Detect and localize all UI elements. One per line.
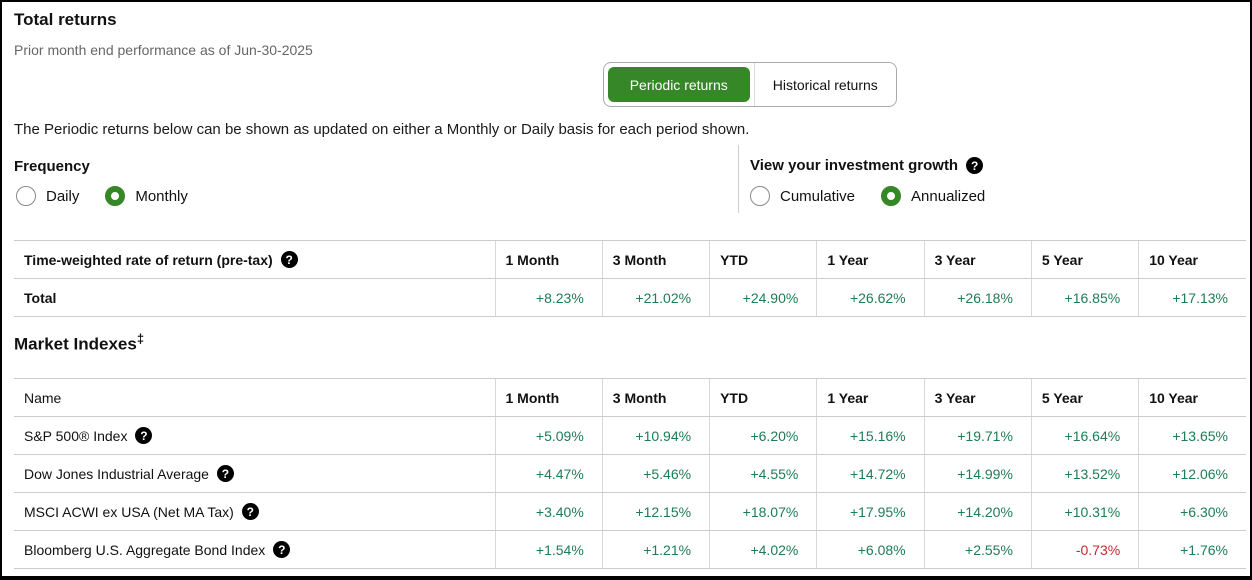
double-dagger-footnote: ‡ bbox=[136, 331, 145, 346]
row-label: S&P 500® Index ? bbox=[14, 416, 495, 455]
return-cell: +4.02% bbox=[709, 530, 817, 569]
col-header-5-year: 5 Year bbox=[1030, 378, 1139, 417]
investment-growth-label: View your investment growth ? bbox=[750, 157, 984, 174]
return-cell: +10.94% bbox=[601, 416, 710, 455]
radio-annualized[interactable]: Annualized bbox=[881, 186, 985, 206]
col-header-5-year: 5 Year bbox=[1030, 240, 1139, 279]
tab-historical-returns[interactable]: Historical returns bbox=[753, 63, 897, 106]
return-cell: +19.71% bbox=[923, 416, 1032, 455]
radio-cumulative[interactable]: Cumulative bbox=[750, 186, 855, 206]
return-cell: +13.65% bbox=[1138, 416, 1246, 455]
radio-unselected-icon bbox=[750, 186, 770, 206]
growth-options: Cumulative Annualized bbox=[750, 186, 985, 206]
table-row-bloomberg-agg: Bloomberg U.S. Aggregate Bond Index ? +1… bbox=[14, 530, 1246, 569]
as-of-date-subtitle: Prior month end performance as of Jun-30… bbox=[14, 42, 313, 58]
return-cell: +17.95% bbox=[816, 492, 925, 531]
table-header-row: Time-weighted rate of return (pre-tax) ?… bbox=[14, 240, 1246, 279]
col-header-1-month: 1 Month bbox=[494, 378, 603, 417]
col-header-3-year: 3 Year bbox=[923, 240, 1032, 279]
return-cell: +26.62% bbox=[816, 278, 925, 317]
help-icon[interactable]: ? bbox=[280, 251, 298, 268]
return-cell: +18.07% bbox=[709, 492, 817, 531]
frequency-label: Frequency bbox=[14, 158, 90, 175]
return-cell: +2.55% bbox=[923, 530, 1032, 569]
radio-unselected-icon bbox=[16, 186, 36, 206]
radio-selected-icon bbox=[881, 186, 902, 206]
return-cell: +14.99% bbox=[923, 454, 1032, 493]
return-cell: +14.20% bbox=[923, 492, 1032, 531]
help-icon[interactable]: ? bbox=[273, 541, 291, 558]
col-header-10-year: 10 Year bbox=[1138, 378, 1246, 417]
table-row-total: Total +8.23% +21.02% +24.90% +26.62% +26… bbox=[14, 278, 1246, 317]
return-cell: +26.18% bbox=[923, 278, 1032, 317]
return-cell: +4.47% bbox=[494, 454, 603, 493]
return-cell: +15.16% bbox=[816, 416, 925, 455]
help-icon[interactable]: ? bbox=[135, 427, 153, 444]
radio-daily[interactable]: Daily bbox=[16, 186, 79, 206]
col-header-3-month: 3 Month bbox=[601, 378, 710, 417]
return-cell: +1.54% bbox=[494, 530, 603, 569]
tab-periodic-returns[interactable]: Periodic returns bbox=[608, 67, 750, 102]
market-indexes-title: Market Indexes‡ bbox=[14, 331, 145, 354]
return-cell: +10.31% bbox=[1030, 492, 1139, 531]
col-header-1-year: 1 Year bbox=[816, 378, 925, 417]
col-header-3-month: 3 Month bbox=[601, 240, 710, 279]
frequency-options: Daily Monthly bbox=[16, 186, 188, 206]
return-cell: +5.46% bbox=[601, 454, 710, 493]
return-cell: +13.52% bbox=[1030, 454, 1139, 493]
return-cell: +14.72% bbox=[816, 454, 925, 493]
col-header-3-year: 3 Year bbox=[923, 378, 1032, 417]
col-header-ytd: YTD bbox=[709, 240, 817, 279]
table-header-row: Name 1 Month 3 Month YTD 1 Year 3 Year 5… bbox=[14, 378, 1246, 417]
name-column-header: Name bbox=[14, 378, 495, 417]
return-cell: +8.23% bbox=[494, 278, 603, 317]
periodic-returns-description: The Periodic returns below can be shown … bbox=[14, 121, 750, 138]
radio-monthly[interactable]: Monthly bbox=[105, 186, 188, 206]
return-cell: +1.76% bbox=[1138, 530, 1246, 569]
help-icon[interactable]: ? bbox=[241, 503, 259, 520]
return-cell: +6.30% bbox=[1138, 492, 1246, 531]
return-cell: +4.55% bbox=[709, 454, 817, 493]
row-label: Bloomberg U.S. Aggregate Bond Index ? bbox=[14, 530, 495, 569]
help-icon[interactable]: ? bbox=[216, 465, 234, 482]
return-cell: +6.20% bbox=[709, 416, 817, 455]
col-header-1-year: 1 Year bbox=[816, 240, 925, 279]
return-cell: +21.02% bbox=[601, 278, 710, 317]
return-cell: +6.08% bbox=[816, 530, 925, 569]
page-title: Total returns bbox=[14, 10, 117, 29]
radio-selected-icon bbox=[105, 186, 126, 206]
col-header-10-year: 10 Year bbox=[1138, 240, 1246, 279]
col-header-ytd: YTD bbox=[709, 378, 817, 417]
return-cell: +16.85% bbox=[1030, 278, 1139, 317]
market-indexes-table: Name 1 Month 3 Month YTD 1 Year 3 Year 5… bbox=[14, 378, 1246, 569]
return-cell: +1.21% bbox=[601, 530, 710, 569]
return-cell: +12.15% bbox=[601, 492, 710, 531]
table-row-sp500: S&P 500® Index ? +5.09% +10.94% +6.20% +… bbox=[14, 416, 1246, 455]
return-cell: +17.13% bbox=[1138, 278, 1246, 317]
col-header-1-month: 1 Month bbox=[494, 240, 603, 279]
time-weighted-returns-table: Time-weighted rate of return (pre-tax) ?… bbox=[14, 240, 1246, 317]
row-label: MSCI ACWI ex USA (Net MA Tax) ? bbox=[14, 492, 495, 531]
table-row-dow-jones: Dow Jones Industrial Average ? +4.47% +5… bbox=[14, 454, 1246, 493]
return-cell: +24.90% bbox=[709, 278, 817, 317]
row-label: Dow Jones Industrial Average ? bbox=[14, 454, 495, 493]
help-icon[interactable]: ? bbox=[966, 157, 984, 174]
row-label: Total bbox=[14, 278, 495, 317]
return-cell: +5.09% bbox=[494, 416, 603, 455]
vertical-divider bbox=[738, 145, 739, 213]
table-row-msci-acwi: MSCI ACWI ex USA (Net MA Tax) ? +3.40% +… bbox=[14, 492, 1246, 531]
returns-table-title: Time-weighted rate of return (pre-tax) ? bbox=[14, 240, 495, 279]
return-cell: -0.73% bbox=[1030, 530, 1139, 569]
return-cell: +3.40% bbox=[494, 492, 603, 531]
return-cell: +12.06% bbox=[1138, 454, 1246, 493]
return-cell: +16.64% bbox=[1030, 416, 1139, 455]
returns-view-toggle: Periodic returns Historical returns bbox=[603, 62, 897, 107]
